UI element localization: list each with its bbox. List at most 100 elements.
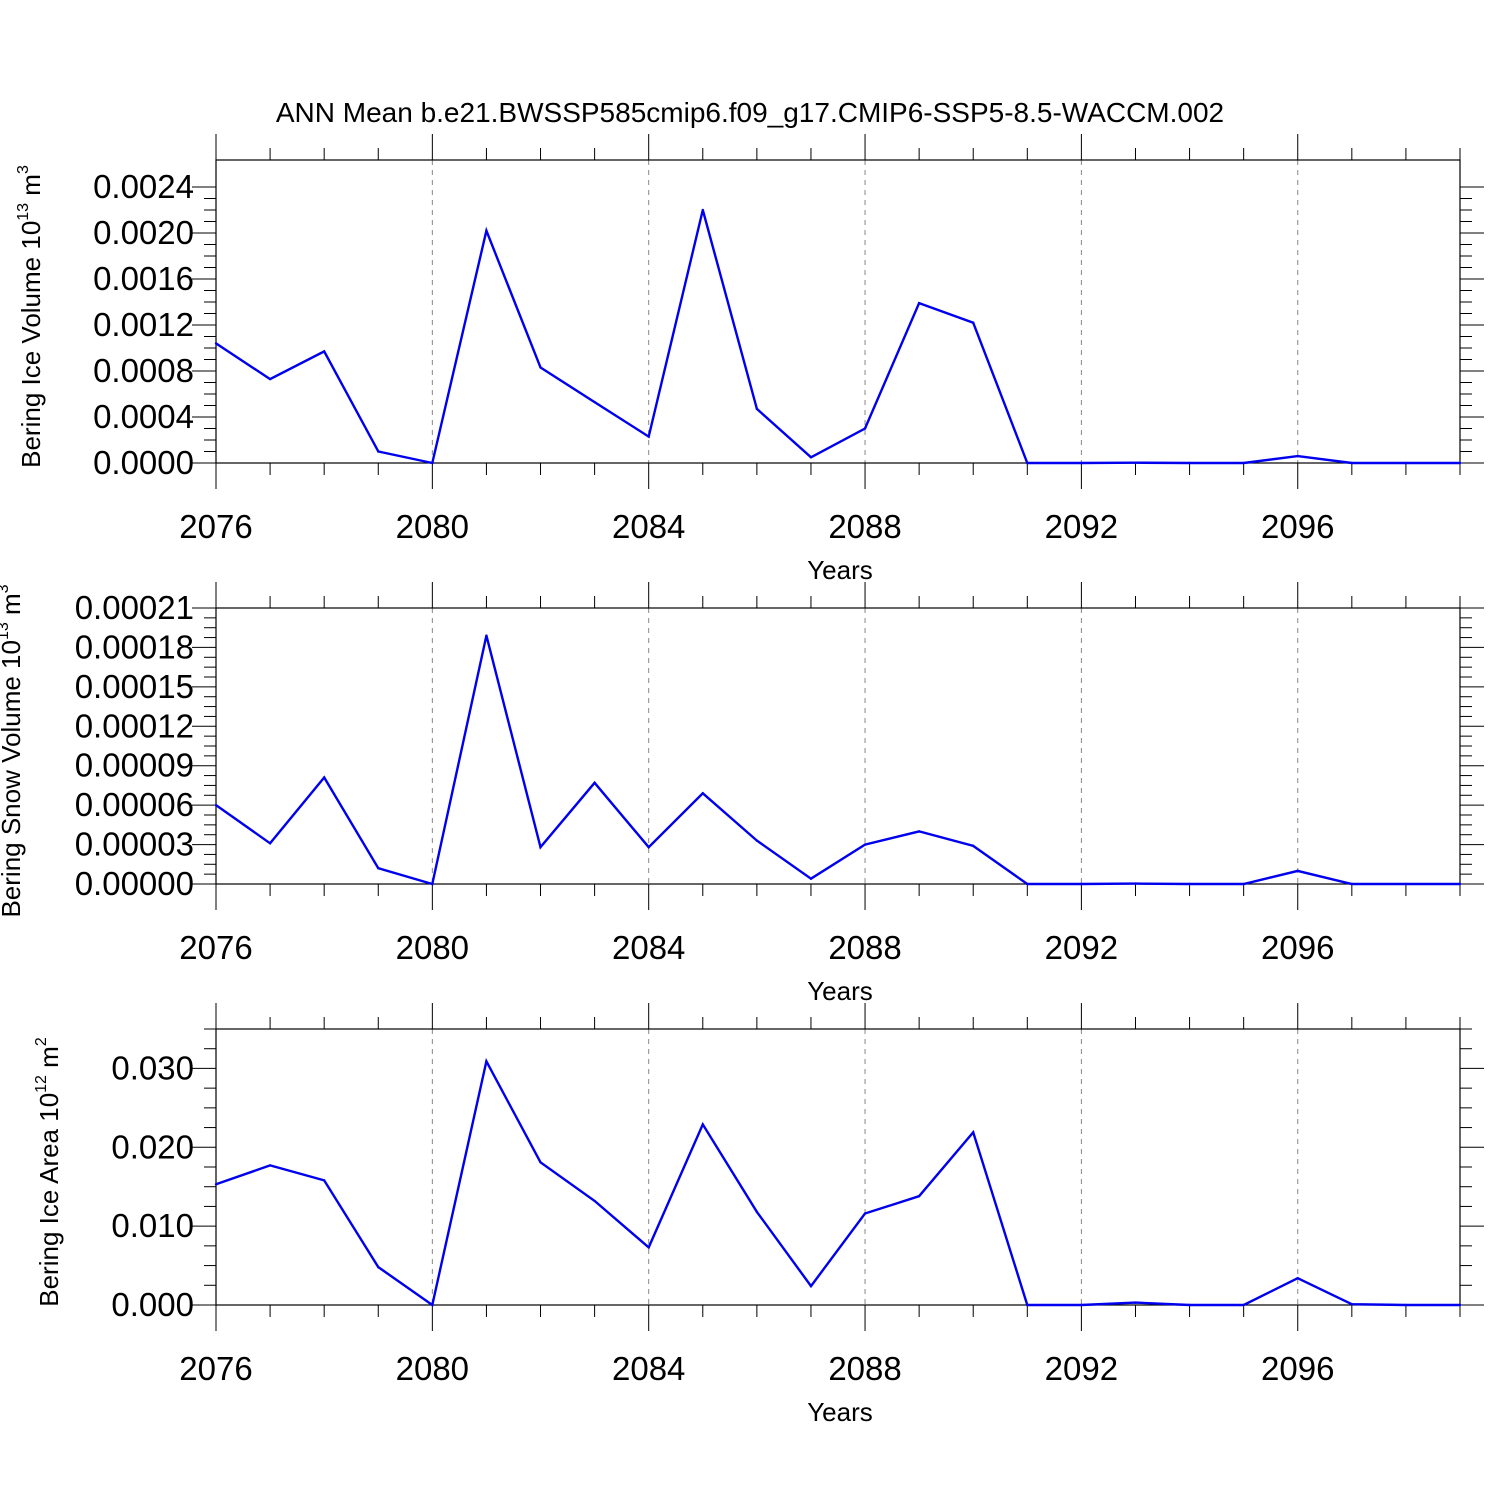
data-point: [755, 407, 759, 411]
data-point: [268, 1164, 272, 1167]
data-point: [1080, 461, 1083, 465]
data-point: [1026, 1303, 1029, 1307]
data-point: [1080, 1303, 1083, 1307]
data-point: [917, 830, 921, 833]
data-point: [431, 461, 434, 465]
y-tick-label: 0.000: [111, 1286, 194, 1323]
panel-2: 0.000000.000030.000060.000090.000120.000…: [0, 582, 1484, 1006]
y-tick-label: 0.00015: [75, 668, 194, 705]
data-point: [214, 803, 218, 807]
x-axis-title: Years: [807, 1397, 873, 1427]
data-point: [701, 792, 704, 795]
data-point: [863, 843, 867, 846]
x-tick-label: 2096: [1261, 1350, 1334, 1387]
data-point: [1296, 454, 1299, 458]
x-tick-label: 2076: [179, 929, 252, 966]
y-axis-title-unit-power: 2: [33, 1037, 50, 1046]
data-point: [701, 1123, 704, 1126]
y-axis-title-text: Bering Ice Area 10: [34, 1093, 64, 1307]
data-point: [485, 229, 488, 232]
y-axis-title-unit: m: [0, 593, 26, 622]
data-point: [322, 1179, 326, 1182]
y-tick-label: 0.020: [111, 1128, 194, 1165]
x-tick-label: 2092: [1045, 508, 1118, 545]
data-point: [1242, 1303, 1245, 1307]
data-point: [214, 342, 218, 345]
data-point: [701, 208, 704, 212]
data-point: [1350, 1303, 1354, 1306]
data-point: [377, 867, 380, 870]
plot-frame: [215, 1028, 1461, 1306]
y-tick-label: 0.00000: [75, 865, 194, 902]
data-point: [1404, 1303, 1408, 1307]
x-tick-label: 2096: [1261, 508, 1334, 545]
data-point: [755, 1210, 759, 1214]
data-point: [755, 839, 759, 842]
data-point: [593, 1199, 596, 1203]
data-point: [431, 882, 434, 886]
x-tick-label: 2084: [612, 1350, 685, 1387]
x-tick-label: 2076: [179, 508, 252, 545]
data-point: [1350, 461, 1354, 465]
data-point: [593, 400, 596, 404]
data-point: [377, 1265, 380, 1269]
data-point: [1458, 1303, 1462, 1307]
x-tick-label: 2084: [612, 508, 685, 545]
y-axis-title-exponent: 13: [15, 203, 32, 221]
data-point: [1026, 461, 1029, 465]
y-axis-title-unit: m: [34, 1046, 64, 1075]
y-tick-label: 0.0012: [93, 306, 194, 343]
data-point: [1026, 882, 1029, 886]
y-tick-label: 0.0008: [93, 352, 194, 389]
x-tick-label: 2096: [1261, 929, 1334, 966]
y-axis-title-unit-power: 3: [15, 165, 32, 174]
panel-1: 0.0000 0.0004 0.0008 0.0012 0.0016 0.0020 0.00…: [15, 134, 1484, 585]
y-axis-title: Bering Snow Volume 1013 m3: [0, 584, 26, 917]
data-point: [1188, 1303, 1191, 1307]
panel-3: 0.000 0.010 0.020 0.030 2076 2080 2084 2088 2092…: [33, 1003, 1484, 1427]
data-point: [1458, 461, 1462, 465]
x-tick-label: 2080: [396, 1350, 469, 1387]
series-line: [215, 635, 1460, 886]
x-tick-label: 2084: [612, 929, 685, 966]
y-tick-label: 0.0024: [93, 168, 194, 205]
series-line: [215, 1057, 1460, 1308]
plot-frame: [215, 159, 1461, 464]
data-point: [972, 321, 975, 324]
data-point: [377, 450, 380, 453]
y-tick-label: 0.0020: [93, 214, 194, 251]
data-point: [647, 435, 650, 438]
data-point: [539, 846, 542, 849]
data-point: [1134, 461, 1137, 464]
data-point: [485, 1060, 488, 1063]
data-point: [214, 1183, 218, 1186]
y-axis-title: Bering Ice Area 1012 m2: [33, 1037, 64, 1307]
data-point: [809, 456, 813, 459]
x-tick-label: 2088: [828, 508, 901, 545]
x-tick-label: 2080: [396, 929, 469, 966]
y-tick-label: 0.00006: [75, 786, 194, 823]
y-tick-label: 0.00003: [75, 826, 194, 863]
data-point: [1404, 882, 1408, 886]
x-tick-label: 2092: [1045, 929, 1118, 966]
data-point: [539, 1161, 542, 1164]
y-tick-label: 0.00009: [75, 747, 194, 784]
data-point: [1080, 882, 1083, 886]
y-axis-title-exponent: 13: [0, 622, 12, 640]
data-point: [647, 846, 650, 849]
data-point: [1296, 869, 1299, 873]
data-point: [1188, 882, 1191, 886]
data-point: [863, 427, 867, 430]
data-point: [322, 350, 326, 353]
data-point: [593, 781, 596, 784]
y-axis-title: Bering Ice Volume 1013 m3: [15, 165, 46, 468]
y-axis-title-unit-power: 3: [0, 584, 12, 593]
data-point: [647, 1246, 650, 1249]
chart-title: ANN Mean b.e21.BWSSP585cmip6.f09_g17.CMI…: [276, 97, 1224, 128]
data-point: [431, 1303, 434, 1307]
data-point: [1350, 882, 1354, 886]
x-axis-title: Years: [807, 555, 873, 585]
data-point: [863, 1212, 867, 1215]
y-tick-label: 0.00012: [75, 707, 194, 744]
